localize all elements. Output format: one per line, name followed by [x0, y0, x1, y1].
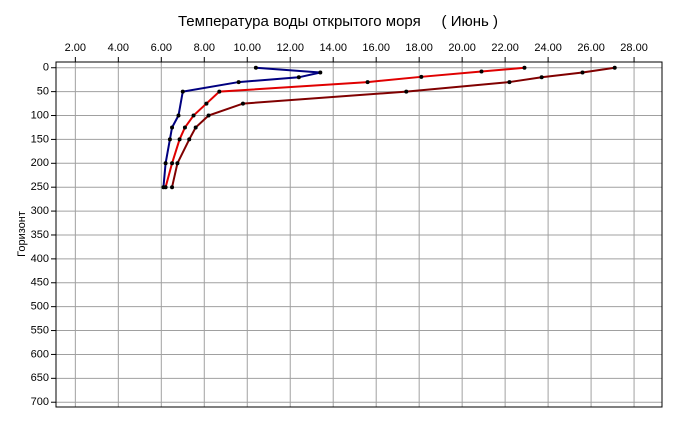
- data-point: [204, 101, 209, 106]
- y-tick-label: 250: [31, 181, 49, 193]
- y-tick-label: 700: [31, 396, 49, 408]
- y-tick-label: 300: [31, 205, 49, 217]
- data-point: [170, 161, 175, 166]
- y-tick-label: 0: [43, 62, 49, 74]
- x-tick-label: 8.00: [194, 42, 215, 54]
- data-point: [163, 185, 168, 190]
- x-tick-label: 10.00: [233, 42, 261, 54]
- x-tick-label: 18.00: [405, 42, 433, 54]
- data-point: [191, 113, 196, 118]
- data-point: [167, 137, 172, 142]
- series-line: [162, 66, 321, 188]
- data-point: [187, 137, 192, 142]
- data-point: [404, 89, 409, 94]
- data-point: [612, 65, 617, 70]
- data-point: [217, 89, 222, 94]
- data-point: [253, 65, 258, 70]
- x-tick-label: 22.00: [491, 42, 519, 54]
- data-point: [240, 101, 245, 106]
- y-tick-label: 200: [31, 157, 49, 169]
- data-point: [206, 113, 211, 118]
- data-point: [177, 137, 182, 142]
- x-tick-label: 20.00: [448, 42, 476, 54]
- x-tick-label: 16.00: [362, 42, 390, 54]
- data-point: [170, 125, 175, 130]
- x-tick-label: 12.00: [276, 42, 304, 54]
- data-point: [539, 75, 544, 80]
- x-tick-label: 28.00: [620, 42, 648, 54]
- data-point: [180, 89, 185, 94]
- data-point: [175, 161, 180, 166]
- y-tick-label: 650: [31, 372, 49, 384]
- y-axis-label: Горизонт: [16, 211, 28, 257]
- data-point: [318, 70, 323, 75]
- y-tick-label: 450: [31, 277, 49, 289]
- x-tick-label: 24.00: [534, 42, 562, 54]
- x-tick-label: 14.00: [319, 42, 347, 54]
- y-tick-label: 50: [37, 86, 49, 98]
- y-tick-label: 400: [31, 253, 49, 265]
- data-point: [507, 80, 512, 85]
- data-point: [182, 125, 187, 130]
- data-point: [479, 69, 484, 74]
- y-tick-label: 150: [31, 133, 49, 145]
- x-tick-label: 6.00: [151, 42, 172, 54]
- x-tick-label: 4.00: [108, 42, 129, 54]
- data-point: [580, 70, 585, 75]
- data-point: [296, 75, 301, 80]
- y-tick-label: 550: [31, 324, 49, 336]
- data-point: [193, 125, 198, 130]
- x-tick-label: 2.00: [65, 42, 86, 54]
- y-tick-label: 500: [31, 301, 49, 313]
- data-point: [522, 65, 527, 70]
- data-point: [170, 185, 175, 190]
- y-tick-label: 350: [31, 229, 49, 241]
- data-point: [236, 80, 241, 85]
- data-point: [176, 113, 181, 118]
- y-tick-label: 100: [31, 109, 49, 121]
- data-point: [365, 80, 370, 85]
- y-tick-label: 600: [31, 348, 49, 360]
- data-point: [163, 161, 168, 166]
- x-tick-label: 26.00: [577, 42, 605, 54]
- plot-frame: [55, 61, 663, 408]
- data-point: [419, 74, 424, 79]
- chart-title: Температура воды открытого моря ( Июнь ): [178, 13, 498, 30]
